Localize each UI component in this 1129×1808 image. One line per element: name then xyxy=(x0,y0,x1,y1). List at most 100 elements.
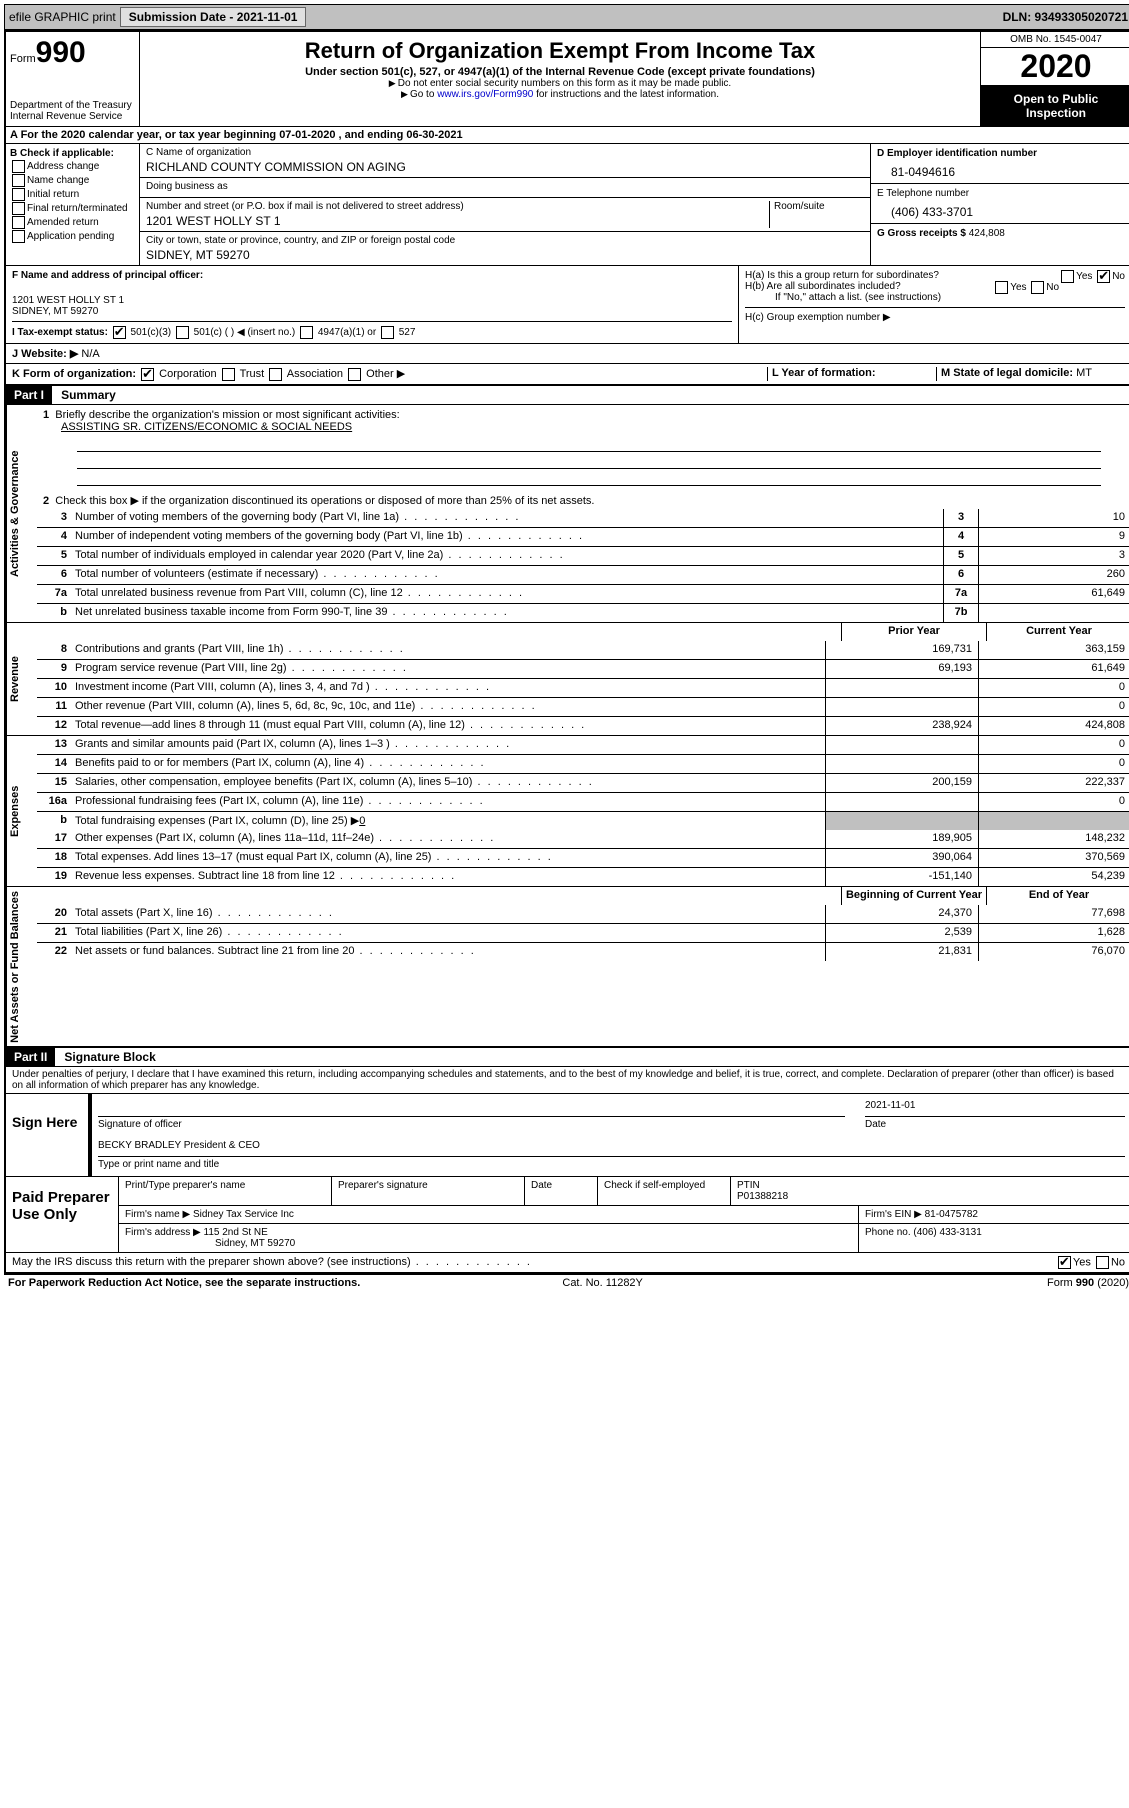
line-17: 17 Other expenses (Part IX, column (A), … xyxy=(37,830,1129,848)
rev-header: Prior Year Current Year xyxy=(37,623,1129,641)
footer-right: Form 990 (2020) xyxy=(1047,1277,1129,1289)
chk-amended-return[interactable]: Amended return xyxy=(10,216,135,229)
col-b-checkboxes: B Check if applicable: Address change Na… xyxy=(6,144,140,265)
ha-no[interactable] xyxy=(1097,270,1110,283)
irs-label: Internal Revenue Service xyxy=(10,111,135,122)
chk-association[interactable] xyxy=(269,368,282,381)
efile-label: efile GRAPHIC print xyxy=(9,10,116,24)
public-inspection: Open to Public Inspection xyxy=(981,86,1129,126)
part1-badge: Part I xyxy=(6,386,52,404)
row-l: L Year of formation: xyxy=(767,367,936,381)
form-word: Form xyxy=(10,53,36,65)
row-k: K Form of organization: Corporation Trus… xyxy=(6,364,1129,385)
chk-name-change[interactable]: Name change xyxy=(10,174,135,187)
line-2: 2 Check this box ▶ if the organization d… xyxy=(37,488,1129,509)
gross-value: 424,808 xyxy=(969,228,1005,239)
top-bar: efile GRAPHIC print Submission Date - 20… xyxy=(4,4,1129,30)
chk-initial-return[interactable]: Initial return xyxy=(10,188,135,201)
firm-addr2: Sidney, MT 59270 xyxy=(125,1238,295,1249)
line-13: 13 Grants and similar amounts paid (Part… xyxy=(37,736,1129,754)
form990-link[interactable]: www.irs.gov/Form990 xyxy=(437,89,533,100)
submission-date-button[interactable]: Submission Date - 2021-11-01 xyxy=(120,7,307,27)
street-label: Number and street (or P.O. box if mail i… xyxy=(146,201,769,212)
section-revenue: Revenue Prior Year Current Year 8 Contri… xyxy=(6,623,1129,736)
chk-501c3[interactable] xyxy=(113,326,126,339)
hb-yes[interactable] xyxy=(995,281,1008,294)
prep-date-label: Date xyxy=(525,1177,598,1205)
perjury-text: Under penalties of perjury, I declare th… xyxy=(6,1067,1129,1094)
hb-no[interactable] xyxy=(1031,281,1044,294)
line-21: 21 Total liabilities (Part X, line 26) 2… xyxy=(37,923,1129,942)
row-k-left: K Form of organization: Corporation Trus… xyxy=(12,367,767,381)
gross-label: G Gross receipts $ xyxy=(877,228,966,239)
sig-date-value: 2021-11-01 xyxy=(865,1100,1125,1117)
mission-blank-3 xyxy=(77,471,1101,486)
chk-address-change[interactable]: Address change xyxy=(10,160,135,173)
dept-treasury: Department of the Treasury xyxy=(10,100,135,111)
row-j: J Website: ▶ N/A xyxy=(6,344,1129,364)
line-7a: 7a Total unrelated business revenue from… xyxy=(37,584,1129,603)
mission-value: ASSISTING SR. CITIZENS/ECONOMIC & SOCIAL… xyxy=(43,421,352,433)
line-19: 19 Revenue less expenses. Subtract line … xyxy=(37,867,1129,886)
block-bcd: B Check if applicable: Address change Na… xyxy=(6,144,1129,266)
hdr-current: Current Year xyxy=(986,623,1129,641)
col-c-org: C Name of organization RICHLAND COUNTY C… xyxy=(140,144,870,265)
part2-title: Signature Block xyxy=(58,1050,155,1064)
dln-label: DLN: 93493305020721 xyxy=(1003,10,1128,24)
year-formation-label: L Year of formation: xyxy=(772,367,876,379)
discuss-text: May the IRS discuss this return with the… xyxy=(12,1256,532,1269)
preparer-title: Paid Preparer Use Only xyxy=(6,1177,118,1252)
tax-exempt-label: I Tax-exempt status: xyxy=(12,327,108,338)
hdr-end: End of Year xyxy=(986,887,1129,905)
header-left: Form990 Department of the Treasury Inter… xyxy=(6,32,140,126)
chk-other[interactable] xyxy=(348,368,361,381)
section-expenses: Expenses 13 Grants and similar amounts p… xyxy=(6,736,1129,887)
line-11: 11 Other revenue (Part VIII, column (A),… xyxy=(37,697,1129,716)
vlabel-governance: Activities & Governance xyxy=(6,405,37,622)
mission-blank-2 xyxy=(77,454,1101,469)
chk-trust[interactable] xyxy=(222,368,235,381)
chk-final-return[interactable]: Final return/terminated xyxy=(10,202,135,215)
discuss-no[interactable] xyxy=(1096,1256,1109,1269)
line-15: 15 Salaries, other compensation, employe… xyxy=(37,773,1129,792)
part2-badge: Part II xyxy=(6,1048,55,1066)
net-header: Beginning of Current Year End of Year xyxy=(37,887,1129,905)
part2-header: Part II Signature Block xyxy=(6,1047,1129,1067)
firm-name: Sidney Tax Service Inc xyxy=(193,1209,294,1220)
subtitle-2: Do not enter social security numbers on … xyxy=(148,78,972,89)
section-netassets: Net Assets or Fund Balances Beginning of… xyxy=(6,887,1129,1048)
firm-phone: (406) 433-3131 xyxy=(913,1227,981,1238)
ein-label: D Employer identification number xyxy=(877,148,1125,159)
officer-label: F Name and address of principal officer: xyxy=(12,270,732,281)
dba-value xyxy=(146,192,864,194)
org-name-cell: C Name of organization RICHLAND COUNTY C… xyxy=(140,144,870,178)
opt-4947: 4947(a)(1) or xyxy=(318,327,376,338)
hdr-beginning: Beginning of Current Year xyxy=(841,887,986,905)
city-cell: City or town, state or province, country… xyxy=(140,232,870,265)
col-b-label: B Check if applicable: xyxy=(10,148,135,159)
ha-yes[interactable] xyxy=(1061,270,1074,283)
subtitle-3: Go to www.irs.gov/Form990 for instructio… xyxy=(148,89,972,100)
col-d: D Employer identification number 81-0494… xyxy=(870,144,1129,265)
chk-application-pending[interactable]: Application pending xyxy=(10,230,135,243)
chk-corporation[interactable] xyxy=(141,368,154,381)
line-1: 1 Briefly describe the organization's mi… xyxy=(37,405,1129,435)
sig-officer-label: Signature of officer xyxy=(98,1119,845,1130)
chk-527[interactable] xyxy=(381,326,394,339)
goto-pre: Go to xyxy=(410,89,437,100)
tax-year: 2020 xyxy=(981,48,1129,86)
line-3: 3 Number of voting members of the govern… xyxy=(37,509,1129,527)
header-right: OMB No. 1545-0047 2020 Open to Public In… xyxy=(980,32,1129,126)
opt-501c3: 501(c)(3) xyxy=(131,327,172,338)
chk-4947[interactable] xyxy=(300,326,313,339)
hb-note: If "No," attach a list. (see instruction… xyxy=(745,292,1125,303)
ha-row: H(a) Is this a group return for subordin… xyxy=(745,270,1125,281)
discuss-yes[interactable] xyxy=(1058,1256,1071,1269)
col-f-officer: F Name and address of principal officer:… xyxy=(6,266,739,343)
phone-label: E Telephone number xyxy=(877,188,1125,199)
firm-addr1: 115 2nd St NE xyxy=(204,1227,268,1238)
room-suite: Room/suite xyxy=(769,201,864,228)
subtitle-1: Under section 501(c), 527, or 4947(a)(1)… xyxy=(148,66,972,78)
chk-501c[interactable] xyxy=(176,326,189,339)
line-20: 20 Total assets (Part X, line 16) 24,370… xyxy=(37,905,1129,923)
